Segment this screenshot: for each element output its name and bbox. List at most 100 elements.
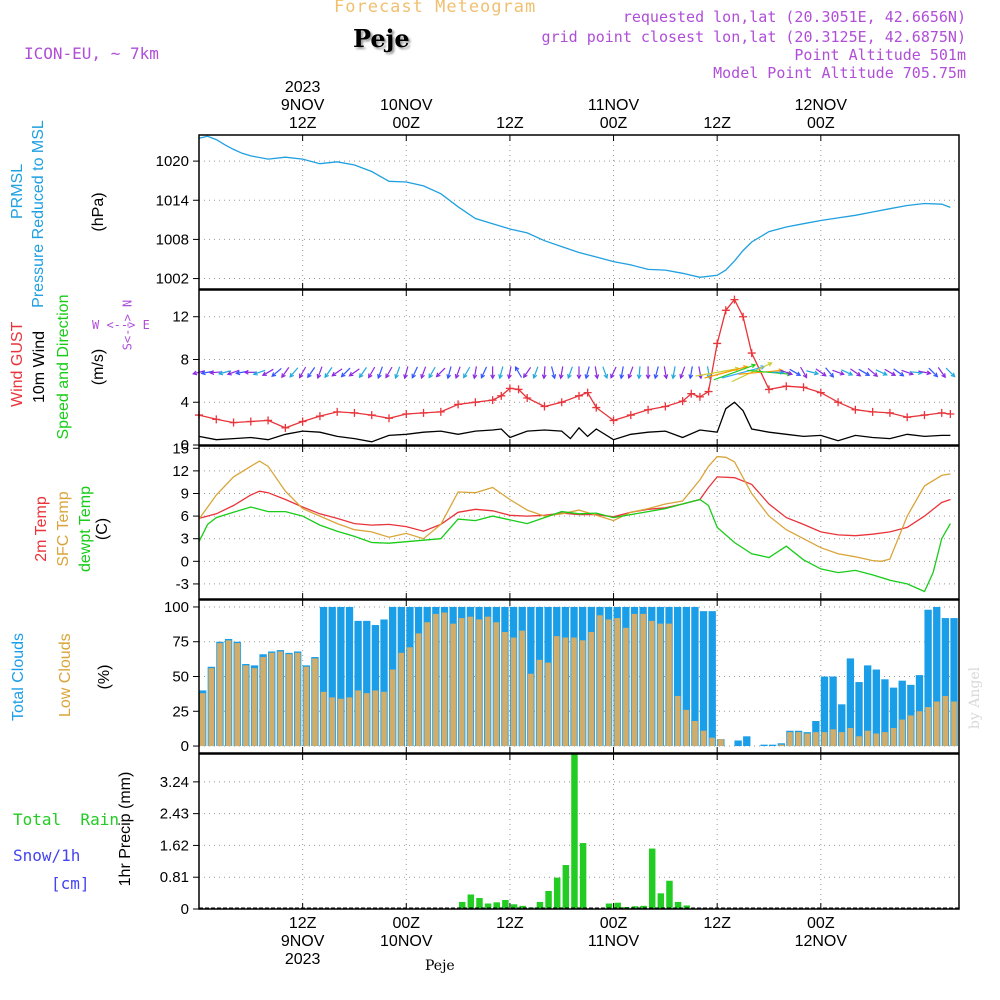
low-cloud-bar	[657, 623, 664, 747]
gust-marker	[592, 403, 601, 412]
gust-marker	[471, 398, 480, 407]
wind-arrow-head	[882, 371, 888, 376]
y-tick-label: 0.81	[160, 869, 189, 886]
total-cloud-bar	[708, 611, 716, 747]
low-cloud-bar	[268, 652, 275, 747]
temp-unit: (C)	[94, 517, 111, 541]
compass-we: W <--> E	[92, 318, 150, 332]
bottom-time-label: 12NOV	[795, 933, 848, 950]
y-tick-label: 1014	[156, 192, 189, 209]
low-cloud-bar	[372, 690, 379, 747]
sfc-temp-line	[198, 455, 951, 562]
low-cloud-bar	[640, 613, 646, 747]
wind-arrow-head	[368, 373, 373, 379]
rain-bar	[510, 904, 518, 909]
panel-frame	[198, 289, 960, 446]
wind-arrow-head	[576, 374, 582, 380]
wind-arrow	[420, 366, 427, 379]
low-cloud-bar	[873, 733, 880, 747]
top-time-label: 00Z	[600, 115, 628, 132]
wind-arrow	[800, 366, 808, 378]
product-title: Forecast Meteogram	[334, 0, 537, 17]
low-cloud-bar	[683, 709, 690, 747]
gust-marker	[419, 408, 428, 417]
gust-marker	[333, 407, 342, 416]
low-cloud-bar	[234, 643, 241, 747]
total-cloud-bar	[924, 609, 932, 747]
y-tick-label: 0	[181, 553, 189, 570]
wind-arrow-head	[324, 373, 329, 379]
wind-arrow-head	[688, 374, 694, 380]
total-cloud-bar	[933, 606, 941, 747]
wind-arrow	[858, 368, 870, 376]
credit-watermark: by Angel	[967, 666, 984, 730]
low-cloud-bar	[700, 730, 707, 747]
model-altitude: Model Point Altitude 705.75m	[713, 64, 966, 82]
low-cloud-bar	[493, 622, 500, 747]
gust-marker	[626, 411, 635, 420]
low-cloud-bar	[588, 631, 595, 747]
gust-marker	[739, 312, 748, 321]
rain-bar	[458, 901, 466, 909]
low-cloud-bar	[277, 651, 284, 747]
wind-arrow	[713, 364, 756, 381]
wind-arrow-head	[933, 372, 939, 378]
wind-arrow	[663, 366, 667, 379]
rain-bar	[640, 905, 647, 909]
wind-arrow-head	[767, 362, 773, 367]
wind-arrow	[672, 366, 676, 379]
wind-arrow-head	[610, 373, 615, 379]
y-tick-label: -3	[176, 576, 189, 593]
wind-arrow-head	[507, 374, 512, 380]
total-rain-label: Total Rain	[13, 810, 119, 829]
low-cloud-bar	[709, 737, 716, 747]
gust-marker	[903, 413, 912, 422]
gust-marker	[583, 388, 592, 397]
low-cloud-bar	[389, 669, 396, 747]
total-cloud-bar	[734, 740, 742, 747]
wind-arrow-head	[653, 374, 659, 380]
wind-arrow-head	[679, 373, 684, 380]
precip-unit: 1hr Precip (mm)	[117, 771, 134, 887]
gust-marker	[540, 402, 549, 411]
wind-arrow	[368, 366, 376, 378]
wind-arrow	[253, 369, 266, 375]
low-cloud-bar	[398, 652, 405, 747]
wind-arrow-head	[217, 370, 224, 376]
wind-arrow	[262, 368, 274, 376]
wind-arrow-head	[619, 374, 625, 380]
gust-marker	[644, 405, 653, 414]
wind-arrow	[893, 368, 904, 377]
wind-arrow-head	[394, 373, 399, 380]
low-cloud-bar	[856, 736, 862, 747]
y-tick-label: 15	[172, 440, 189, 457]
bottom-time-label: 00Z	[392, 915, 420, 932]
gust-marker	[575, 391, 583, 400]
gust-marker	[946, 410, 955, 418]
rain-bar	[674, 901, 682, 909]
gust-marker	[687, 389, 696, 398]
wind-arrow	[317, 366, 323, 379]
gust-marker	[367, 411, 376, 420]
y-tick-label: 0	[181, 437, 189, 454]
wind-arrow-head	[706, 374, 712, 380]
wind-arrow-head	[235, 370, 241, 376]
low-cloud-bar	[476, 619, 482, 747]
wind-arrow-head	[281, 373, 286, 379]
wind-arrow-head	[340, 372, 346, 378]
top-time-label: 00Z	[807, 115, 835, 132]
wind-arrow	[789, 368, 801, 376]
wind-arrow-head	[802, 373, 808, 379]
low-cloud-bar	[355, 690, 361, 747]
total-cloud-bar	[846, 658, 855, 747]
wind-arrow	[901, 369, 914, 375]
wind-arrow-head	[839, 370, 845, 376]
low-cloud-bar	[312, 658, 318, 747]
pressure-label-2: Pressure Reduced to MSL	[30, 120, 47, 308]
wind-arrow	[815, 368, 827, 377]
low-cloud-bar	[830, 729, 836, 747]
wind-arrow	[411, 366, 418, 379]
rain-bar	[683, 905, 690, 909]
y-tick-label: 1002	[156, 271, 189, 288]
total-cloud-bar	[337, 606, 345, 747]
